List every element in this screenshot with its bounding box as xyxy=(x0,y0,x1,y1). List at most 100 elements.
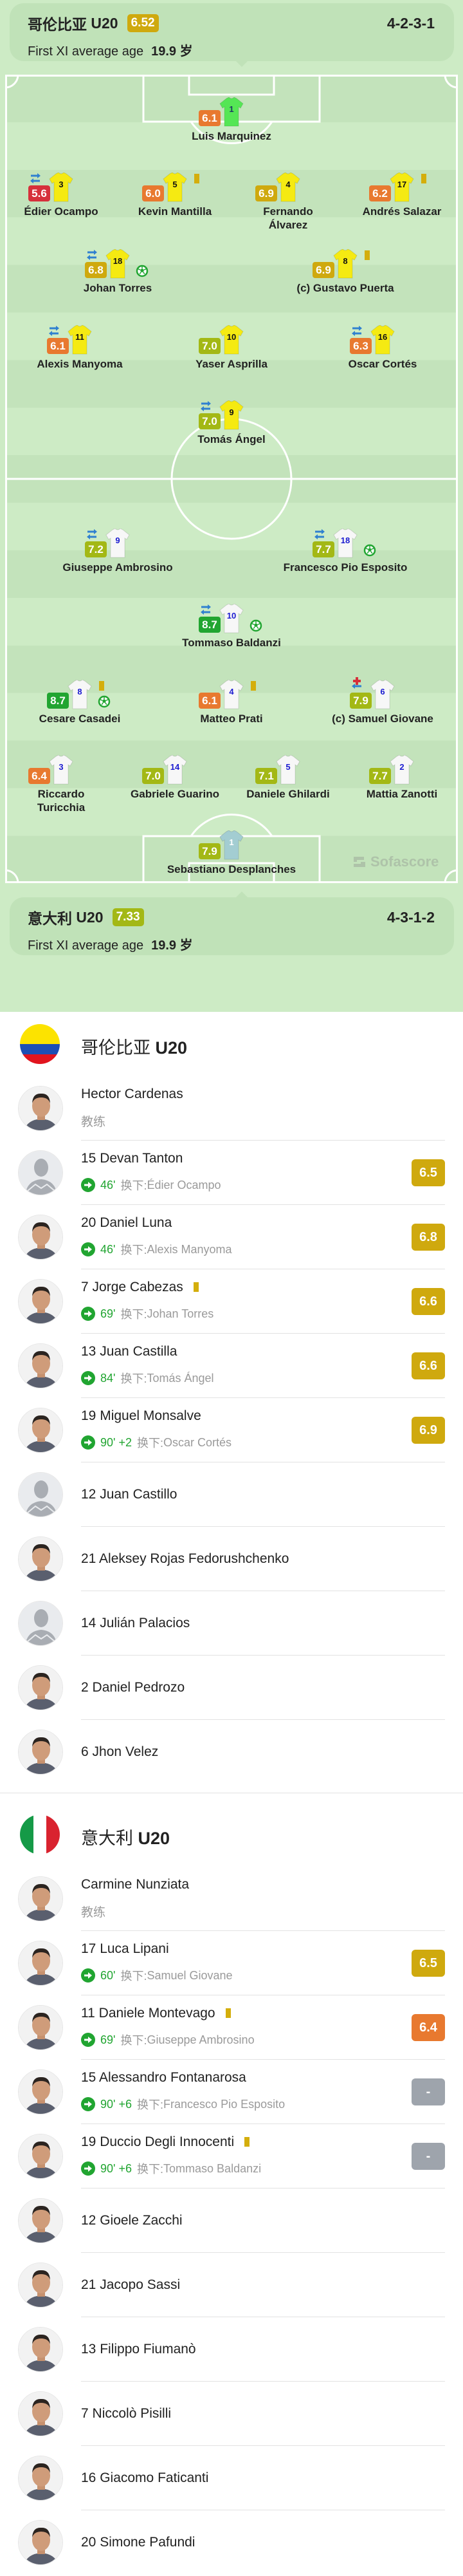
bench-player-row[interactable]: 13 Juan Castilla 84' 换下: Tomás Ángel 6.6 xyxy=(0,1334,463,1398)
injury-substitution-icon xyxy=(350,677,363,689)
row-divider xyxy=(81,2445,445,2446)
player-avatar xyxy=(18,1343,63,1388)
bench-player-row[interactable]: 20 Simone Pafundi xyxy=(0,2510,463,2575)
bench-player-row[interactable]: 15 Devan Tanton 46' 换下: Édier Ocampo 6.5 xyxy=(0,1141,463,1205)
player-avatar xyxy=(18,2134,63,2179)
jersey-number: 1 xyxy=(229,837,233,847)
bench-player-row[interactable]: 12 Gioele Zacchi xyxy=(0,2189,463,2253)
coach-role: 教练 xyxy=(81,1115,106,1129)
bench-player-row[interactable]: 7 Jorge Cabezas 69' 换下: Johan Torres 6.6 xyxy=(0,1269,463,1334)
substitution-label: 换下: xyxy=(120,1179,147,1192)
player-rating-badge: 8.7 xyxy=(199,617,221,633)
bench-player-row[interactable]: 19 Duccio Degli Innocenti 90' +6 换下: Tomma… xyxy=(0,2124,463,2189)
jersey-icon: 1 xyxy=(219,97,244,127)
player-name: (c) Samuel Giovane xyxy=(332,713,433,725)
row-divider xyxy=(81,1204,445,1205)
player-name: Niccolò Pisilli xyxy=(92,2406,172,2421)
coach-avatar xyxy=(18,1876,63,1921)
player-name: Jorge Cabezas xyxy=(92,1280,183,1294)
jersey-icon: 9 xyxy=(219,400,244,430)
player-number: 2 xyxy=(81,1680,89,1695)
pointer xyxy=(236,61,248,67)
team-name: 意大利 U20 xyxy=(81,1824,170,1849)
yellow-card-icon xyxy=(193,1282,199,1292)
substitution-in-icon xyxy=(81,1242,95,1256)
bench-player-row[interactable]: 12 Juan Castillo xyxy=(0,1462,463,1527)
player-name: Tomás Ángel xyxy=(197,433,266,445)
player-name: Jhon Velez xyxy=(92,1744,159,1759)
jersey-number: 11 xyxy=(75,332,84,342)
substitution-icon xyxy=(350,325,363,337)
player-rating-badge: 7.9 xyxy=(350,693,372,709)
player-number: 21 xyxy=(81,1551,96,1566)
player-number: 6 xyxy=(81,1744,89,1759)
bench-player-row[interactable]: 7 Niccolò Pisilli xyxy=(0,2382,463,2446)
bench-player-row[interactable]: 17 Luca Lipani 60' 换下: Samuel Giovane 6.5 xyxy=(0,1931,463,1995)
player-avatar xyxy=(18,2456,63,2501)
player-rating-badge: 6.9 xyxy=(412,1417,445,1444)
bench-player-row[interactable]: 21 Jacopo Sassi xyxy=(0,2253,463,2317)
away-team-title: 意大利 U20 7.33 xyxy=(28,906,144,928)
team-suffix: U20 xyxy=(138,1829,170,1848)
jersey-icon: 6 xyxy=(370,679,395,709)
bench-player-row[interactable]: 19 Miguel Monsalve 90' +2 换下: Oscar Cortés… xyxy=(0,1398,463,1462)
player-number: 19 xyxy=(81,2134,96,2149)
added-time: +6 xyxy=(118,2097,132,2111)
player-name: Oscar Cortés xyxy=(348,358,417,370)
jersey-icon: 18 xyxy=(105,248,130,279)
player-rating-badge: 6.1 xyxy=(199,110,221,126)
player-number: 15 xyxy=(81,1151,96,1166)
team-header: 哥伦比亚 U20 xyxy=(0,1012,463,1076)
substitution-minute: 84' xyxy=(100,1372,115,1385)
jersey-number: 5 xyxy=(286,762,290,772)
bench-player-row[interactable]: 2 Daniel Pedrozo xyxy=(0,1656,463,1720)
minute: 69' xyxy=(100,2033,116,2046)
bench-player-row[interactable]: 13 Filippo Fiumanò xyxy=(0,2317,463,2382)
jersey-number: 5 xyxy=(172,180,177,189)
bench-player-row[interactable]: 21 Aleksey Rojas Fedorushchenko xyxy=(0,1527,463,1591)
player-name-line: 19 Duccio Degli Innocenti xyxy=(81,2134,250,2150)
substitution-minute: 90' +2 xyxy=(100,1436,132,1450)
player-rating-badge: 6.1 xyxy=(47,338,69,354)
coach-name: Hector Cardenas xyxy=(81,1087,183,1101)
bench-player-row[interactable]: 20 Daniel Luna 46' 换下: Alexis Manyoma 6.8 xyxy=(0,1205,463,1269)
player-rating-badge: 5.6 xyxy=(28,185,50,201)
player-number: 21 xyxy=(81,2277,96,2292)
bench-player-row[interactable]: 6 Jhon Velez xyxy=(0,1720,463,1784)
added-time: +2 xyxy=(118,1435,132,1449)
row-divider xyxy=(81,2188,445,2189)
player-avatar xyxy=(18,2520,63,2565)
player-rating-badge: 8.7 xyxy=(47,693,69,709)
jersey-number: 1 xyxy=(229,104,233,114)
jersey-number: 3 xyxy=(59,762,63,772)
player-name-line: 7 Niccolò Pisilli xyxy=(81,2406,171,2422)
home-team-title: 哥伦比亚 U20 6.52 xyxy=(28,12,159,34)
replaced-player: Tommaso Baldanzi xyxy=(163,2161,262,2175)
yellow-card-icon xyxy=(99,681,104,691)
team-name: 哥伦比亚 U20 xyxy=(81,1034,187,1059)
coach-row[interactable]: Hector Cardenas 教练 xyxy=(0,1076,463,1141)
team-name-text: 意大利 xyxy=(81,1829,133,1848)
substitution-label: 换下: xyxy=(120,1970,147,1983)
player-name: Daniel Luna xyxy=(100,1215,172,1230)
replaced-player: Tomás Ángel xyxy=(147,1371,214,1385)
substitution-icon xyxy=(313,528,326,540)
substitution-in-icon xyxy=(81,1371,95,1385)
replaced-player: Johan Torres xyxy=(147,1307,214,1320)
player-number: 20 xyxy=(81,2535,96,2550)
minute: 46' xyxy=(100,1178,116,1191)
player-number: 20 xyxy=(81,1215,96,1230)
yellow-card-icon xyxy=(244,2137,250,2147)
coach-row[interactable]: Carmine Nunziata 教练 xyxy=(0,1867,463,1931)
player-number: 13 xyxy=(81,1344,96,1359)
bench-player-row[interactable]: 14 Julián Palacios xyxy=(0,1591,463,1656)
substitution-minute: 90' +6 xyxy=(100,2162,132,2176)
bench-player-row[interactable]: 11 Daniele Montevago 69' 换下: Giuseppe Ambr… xyxy=(0,1995,463,2060)
bench-player-row[interactable]: 16 Giacomo Faticanti xyxy=(0,2446,463,2510)
player-name: Gioele Zacchi xyxy=(100,2213,183,2228)
away-team-summary-card: 意大利 U20 7.33 4-3-1-2 First XI average ag… xyxy=(10,891,454,955)
yellow-card-icon xyxy=(421,174,426,183)
substitution-minute: 46' xyxy=(100,1179,115,1192)
bench-player-row[interactable]: 15 Alessandro Fontanarosa 90' +6 换下: Franc… xyxy=(0,2060,463,2124)
player-avatar xyxy=(18,2391,63,2436)
